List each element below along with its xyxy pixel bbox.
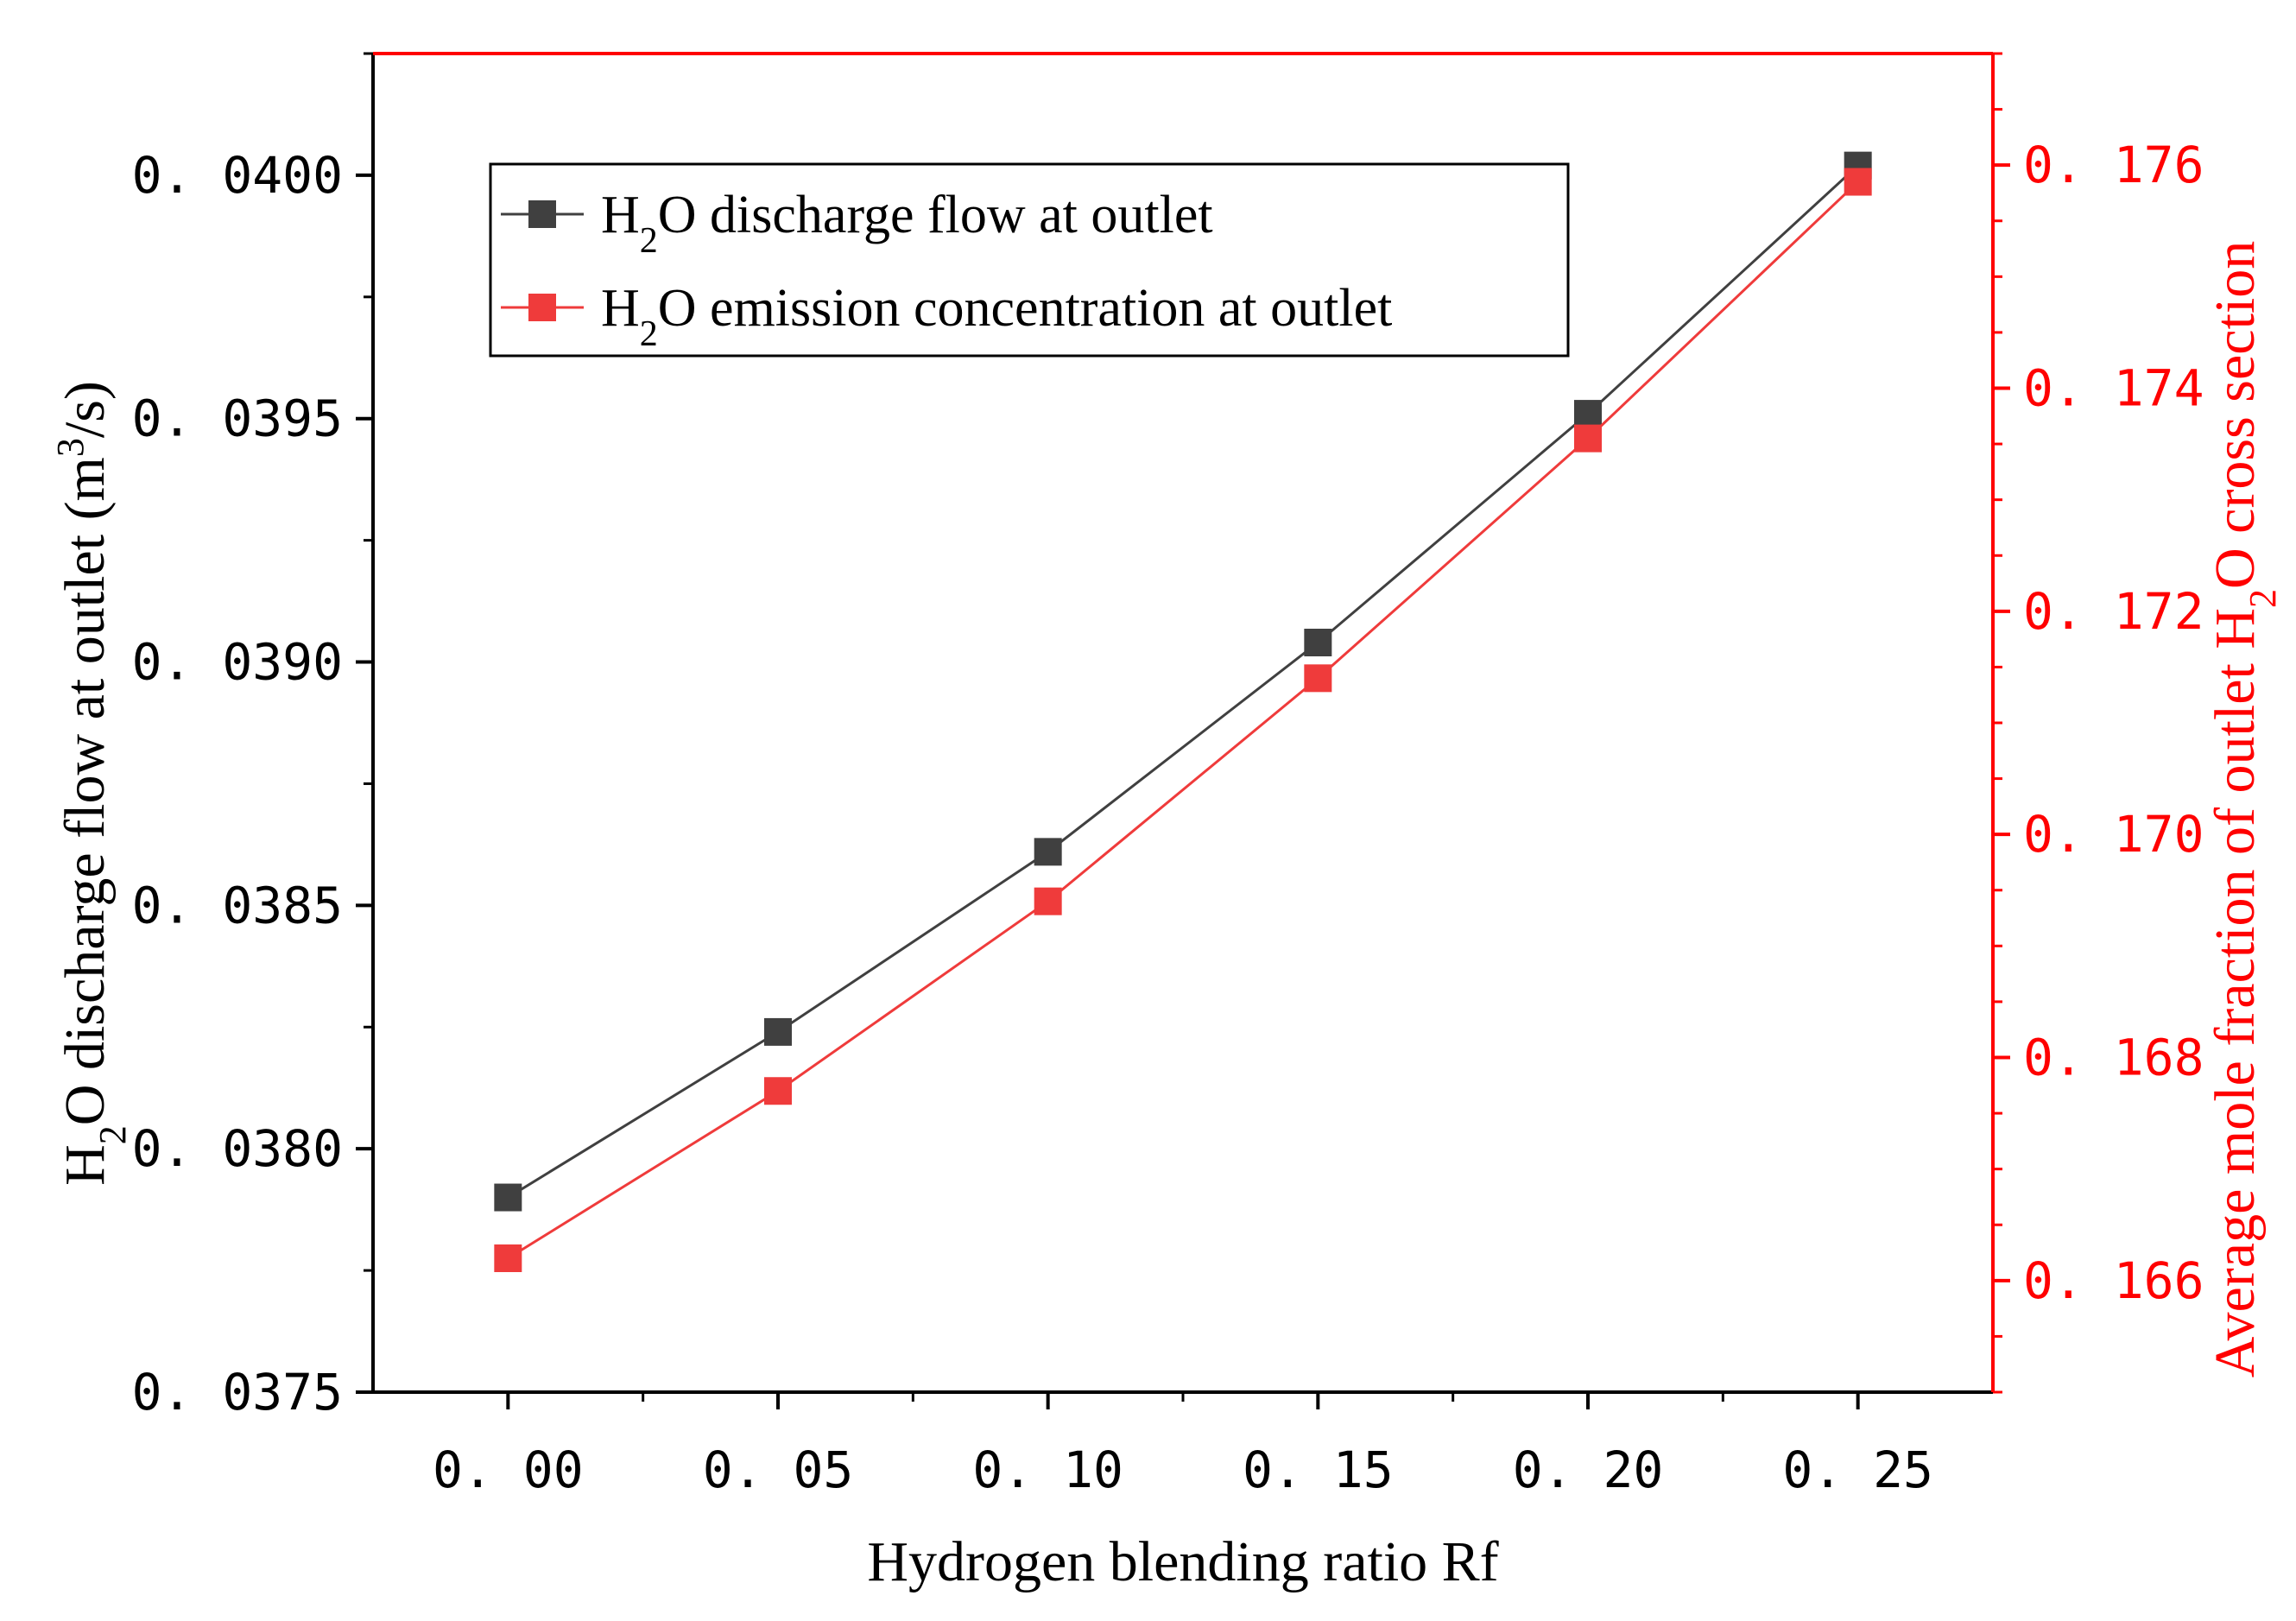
legend-label-part: O discharge flow at outlet: [658, 186, 1213, 244]
y-left-tick-label: 0. 0375: [132, 1363, 343, 1422]
x-axis-title: Hydrogen blending ratio Rf: [867, 1530, 1498, 1593]
legend-label-1: H2O discharge flow at outlet: [601, 186, 1213, 261]
x-tick-label: 0. 00: [433, 1441, 584, 1499]
x-tick-label: 0. 15: [1243, 1441, 1394, 1499]
legend-label-part: O emission concentration at outlet: [658, 279, 1393, 338]
y-left-tick-label: 0. 0385: [132, 876, 343, 934]
series-2-point: [1034, 887, 1062, 915]
y-right-title-part: O cross section: [2204, 241, 2267, 589]
legend-box: [489, 162, 1570, 358]
y-right-title-subscript: 2: [2242, 589, 2284, 608]
x-tick-label: 0. 25: [1782, 1441, 1933, 1499]
series-2-point: [494, 1244, 522, 1272]
y-right-tick-label: 0. 170: [2023, 805, 2204, 864]
series-line-1: [507, 164, 1859, 1199]
legend-label-2: H2O emission concentration at outlet: [601, 279, 1392, 354]
x-tick-label: 0. 05: [703, 1441, 854, 1499]
y-left-title-part: O discharge flow at outlet (m: [54, 457, 117, 1125]
y-left-title-subscript: 2: [92, 1125, 134, 1144]
series-1-point: [494, 1183, 522, 1212]
legend-label-part: H: [601, 279, 640, 338]
y-left-tick-label: 0. 0395: [132, 389, 343, 448]
y-right-tick-label: 0. 168: [2023, 1029, 2204, 1087]
series-layer: [494, 151, 1872, 1272]
y-left-tick-label: 0. 0380: [132, 1119, 343, 1178]
y-left-title-part: /s): [54, 381, 117, 438]
y-left-tick-label: 0. 0400: [132, 146, 343, 205]
y-right-tick-label: 0. 174: [2023, 359, 2204, 418]
y-right-tick-label: 0. 172: [2023, 582, 2204, 641]
legend-marker-2: [528, 294, 556, 321]
series-1-point: [1574, 400, 1602, 428]
legend-marker-1: [528, 200, 556, 228]
y-left-tick-label: 0. 0390: [132, 633, 343, 692]
legend-label-part: H: [601, 186, 640, 244]
series-2-point: [1304, 664, 1332, 693]
series-1-point: [1034, 838, 1062, 866]
x-tick-label: 0. 20: [1513, 1441, 1664, 1499]
axes-layer: 0. 00 0. 05 0. 10 0. 15 0. 20 0. 25 0. 0375 0. …: [49, 52, 2284, 1593]
y-left-axis-title: H2O discharge flow at outlet (m3/s): [49, 381, 134, 1186]
y-right-title-part: Average mole fraction of outlet H: [2204, 608, 2267, 1377]
series-line-2: [507, 180, 1859, 1260]
y-right-tick-label: 0. 166: [2023, 1251, 2204, 1310]
series-1-point: [1304, 629, 1332, 656]
series-2-point: [764, 1077, 792, 1105]
y-right-axis-title: Average mole fraction of outlet H2O cros…: [2204, 241, 2284, 1378]
series-1-point: [764, 1017, 792, 1046]
x-tick-label: 0. 10: [972, 1441, 1123, 1499]
series-2-point: [1574, 424, 1602, 453]
y-left-title-superscript: 3: [49, 438, 92, 457]
legend-label-subscript: 2: [640, 221, 658, 261]
legend-label-subscript: 2: [640, 314, 658, 354]
y-right-tick-label: 0. 176: [2023, 136, 2204, 194]
series-2-point: [1844, 168, 1872, 196]
y-left-title-part: H: [54, 1144, 117, 1186]
